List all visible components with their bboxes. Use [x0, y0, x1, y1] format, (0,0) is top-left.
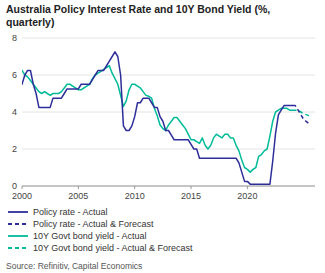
- x-tick-label: 2000: [12, 191, 32, 201]
- chart: Australia Policy Interest Rate and 10Y B…: [0, 0, 325, 273]
- y-tick-label: 2: [12, 144, 17, 154]
- legend-label: 10Y Govt bond yield - Actual: [33, 231, 146, 241]
- legend-label: Policy rate - Actual: [33, 207, 108, 217]
- x-tick: [247, 186, 248, 189]
- legend-swatch: [8, 235, 28, 237]
- y-tick-label: 4: [12, 107, 17, 117]
- source-note: Source: Refinitiv, Capital Economics: [6, 261, 142, 271]
- x-tick-label: 2015: [181, 191, 201, 201]
- series-line: [292, 106, 309, 125]
- series-line: [22, 52, 292, 184]
- x-tick: [78, 186, 79, 189]
- grid-line: [22, 186, 315, 187]
- legend-swatch: [8, 211, 28, 213]
- y-axis: 0 2 4 6 8: [12, 33, 315, 191]
- y-tick-label: 6: [12, 70, 17, 80]
- x-tick-label: 2005: [68, 191, 88, 201]
- grid-line: [22, 75, 315, 76]
- x-tick-label: 2010: [125, 191, 145, 201]
- x-tick: [134, 186, 135, 189]
- grid-line: [22, 112, 315, 113]
- legend-label: 10Y Govt bond yield - Actual & Forecast: [33, 243, 193, 253]
- grid-line: [22, 149, 315, 150]
- x-tick-label: 2020: [237, 191, 257, 201]
- x-tick: [22, 186, 23, 189]
- legend-swatch: [8, 247, 28, 249]
- legend: Policy rate - Actual Policy rate - Actual…: [8, 207, 193, 253]
- x-tick: [191, 186, 192, 189]
- legend-label: Policy rate - Actual & Forecast: [33, 219, 154, 229]
- grid-line: [22, 38, 315, 39]
- title: Australia Policy Interest Rate and 10Y B…: [6, 3, 270, 28]
- x-axis-line: [22, 186, 315, 187]
- legend-swatch: [8, 223, 28, 225]
- y-tick-label: 0: [12, 181, 17, 191]
- series-line: [292, 110, 309, 116]
- plot-area: [22, 52, 309, 184]
- series-line: [22, 66, 292, 172]
- x-axis: 2000 2005 2010 2015 2020: [12, 186, 315, 201]
- y-tick-label: 8: [12, 33, 17, 43]
